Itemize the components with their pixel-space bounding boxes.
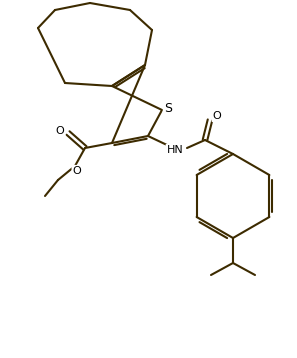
Text: O: O: [73, 166, 81, 176]
Text: HN: HN: [167, 145, 183, 155]
Text: O: O: [213, 111, 221, 121]
Text: O: O: [56, 126, 64, 136]
Text: S: S: [164, 102, 172, 115]
